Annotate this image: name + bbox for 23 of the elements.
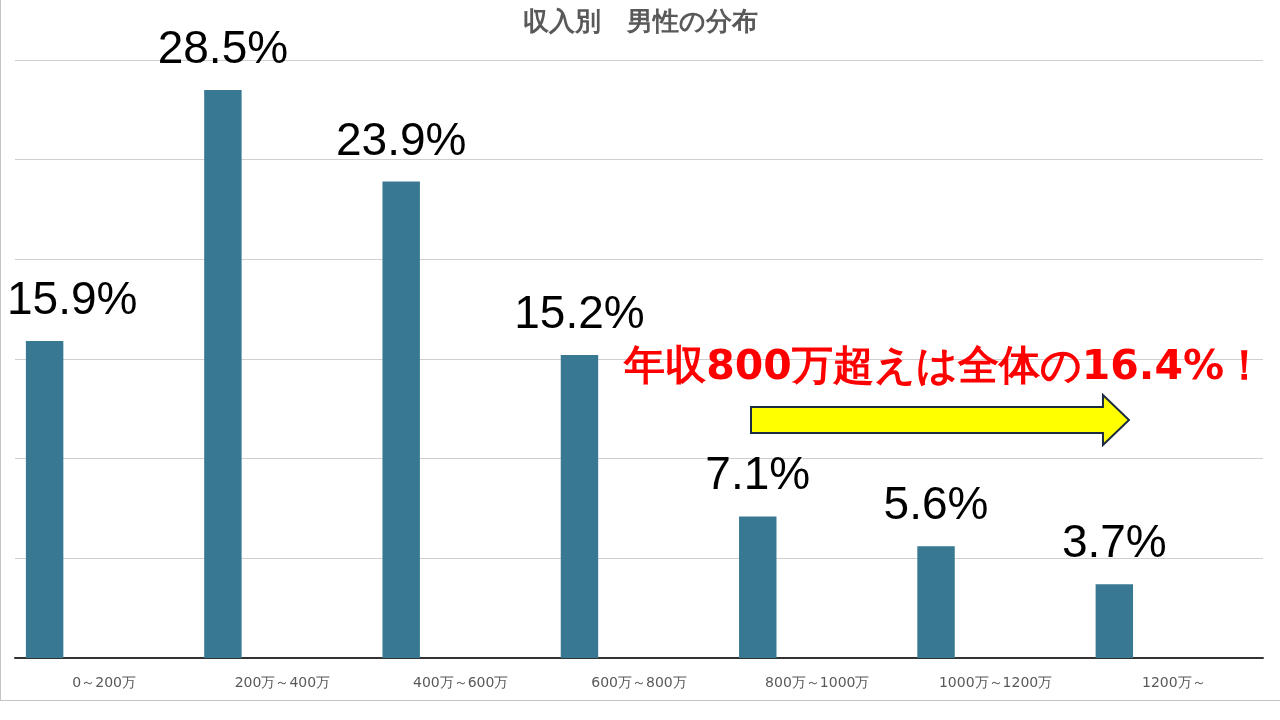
data-label: 15.2% bbox=[514, 286, 645, 339]
bar bbox=[560, 355, 599, 658]
data-label: 3.7% bbox=[1061, 515, 1167, 568]
bar bbox=[917, 546, 955, 658]
data-label: 7.1% bbox=[705, 447, 811, 500]
bar bbox=[1095, 584, 1134, 658]
chart-title: 収入別 男性の分布 bbox=[523, 6, 758, 36]
x-tick-label: 1000万～1200万 bbox=[938, 674, 1053, 690]
bar bbox=[739, 516, 777, 658]
x-tick-label: 1200万～ bbox=[1142, 674, 1206, 690]
bar bbox=[382, 181, 420, 658]
data-label: 28.5% bbox=[157, 20, 289, 73]
x-tick-label: 400万～600万 bbox=[412, 674, 509, 690]
bar bbox=[204, 89, 242, 658]
bar bbox=[25, 341, 64, 658]
x-tick-label: 0～200万 bbox=[72, 674, 136, 690]
data-label: 5.6% bbox=[883, 477, 989, 530]
x-tick-label: 600万～800万 bbox=[591, 674, 687, 690]
x-tick-label: 200万～400万 bbox=[234, 674, 331, 690]
annotation: 年収800万超えは全体の16.4%！ bbox=[624, 341, 1265, 390]
x-tick-label: 800万～1000万 bbox=[765, 674, 870, 690]
data-label: 15.9% bbox=[7, 272, 138, 325]
data-label: 23.9% bbox=[335, 112, 467, 165]
